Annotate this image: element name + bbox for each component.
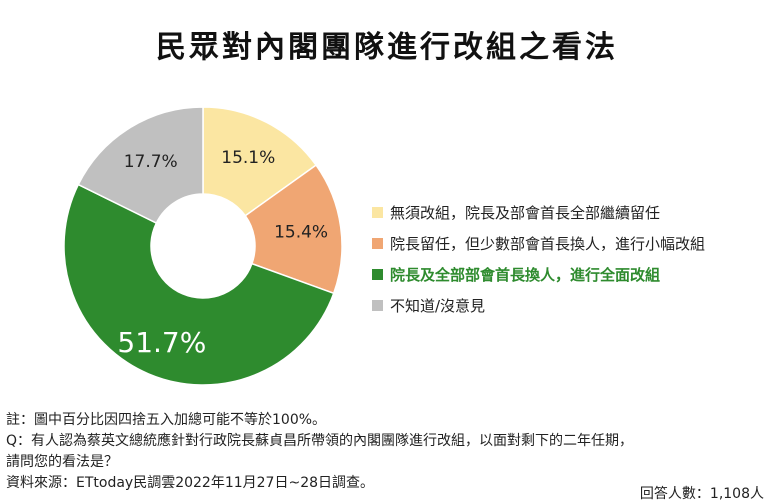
slice-value-label: 15.1% [221, 148, 275, 168]
slice-value-label: 17.7% [124, 152, 178, 172]
legend-swatch [372, 299, 383, 311]
chart-title: 民眾對內閣團隊進行改組之看法 [156, 30, 618, 65]
donut-slice [77, 106, 204, 225]
legend-item: 院長及全部部會首長換人，進行全面改組 [372, 262, 705, 286]
slice-value-label: 51.7% [117, 326, 206, 359]
donut-chart: 15.1% 15.4% 51.7% 17.7% [63, 106, 343, 386]
legend-item: 無須改組，院長及部會首長全部繼續留任 [372, 200, 705, 224]
legend-swatch [372, 237, 383, 249]
respondent-count: 回答人數：1,108人 [639, 486, 764, 502]
source-line: 資料來源：ETtoday民調雲2022年11月27日~28日調查。 [6, 475, 375, 491]
legend-item: 院長留任，但少數部會首長換人，進行小幅改組 [372, 231, 705, 255]
donut-slice [63, 183, 335, 386]
slice-value-label: 15.4% [274, 222, 328, 242]
legend-swatch [372, 268, 383, 280]
notes: 註：圖中百分比因四捨五入加總可能不等於100%。 Q：有人認為蔡英文總統應針對行… [6, 410, 770, 494]
donut-slice [244, 164, 343, 295]
footnote: 註：圖中百分比因四捨五入加總可能不等於100%。 [6, 412, 327, 428]
legend-item: 不知道/沒意見 [372, 293, 705, 317]
question-line: 請問您的看法是？ [6, 454, 118, 470]
legend-swatch [372, 206, 383, 218]
question-line: Q：有人認為蔡英文總統應針對行政院長蘇貞昌所帶領的內閣團隊進行改組，以面對剩下的… [6, 433, 634, 449]
legend: 無須改組，院長及部會首長全部繼續留任 院長留任，但少數部會首長換人，進行小幅改組… [372, 200, 705, 324]
legend-label: 院長留任，但少數部會首長換人，進行小幅改組 [390, 234, 706, 253]
legend-label: 無須改組，院長及部會首長全部繼續留任 [390, 203, 661, 222]
legend-label: 院長及全部部會首長換人，進行全面改組 [390, 265, 661, 284]
donut-slice [202, 106, 318, 217]
legend-label: 不知道/沒意見 [390, 296, 486, 315]
